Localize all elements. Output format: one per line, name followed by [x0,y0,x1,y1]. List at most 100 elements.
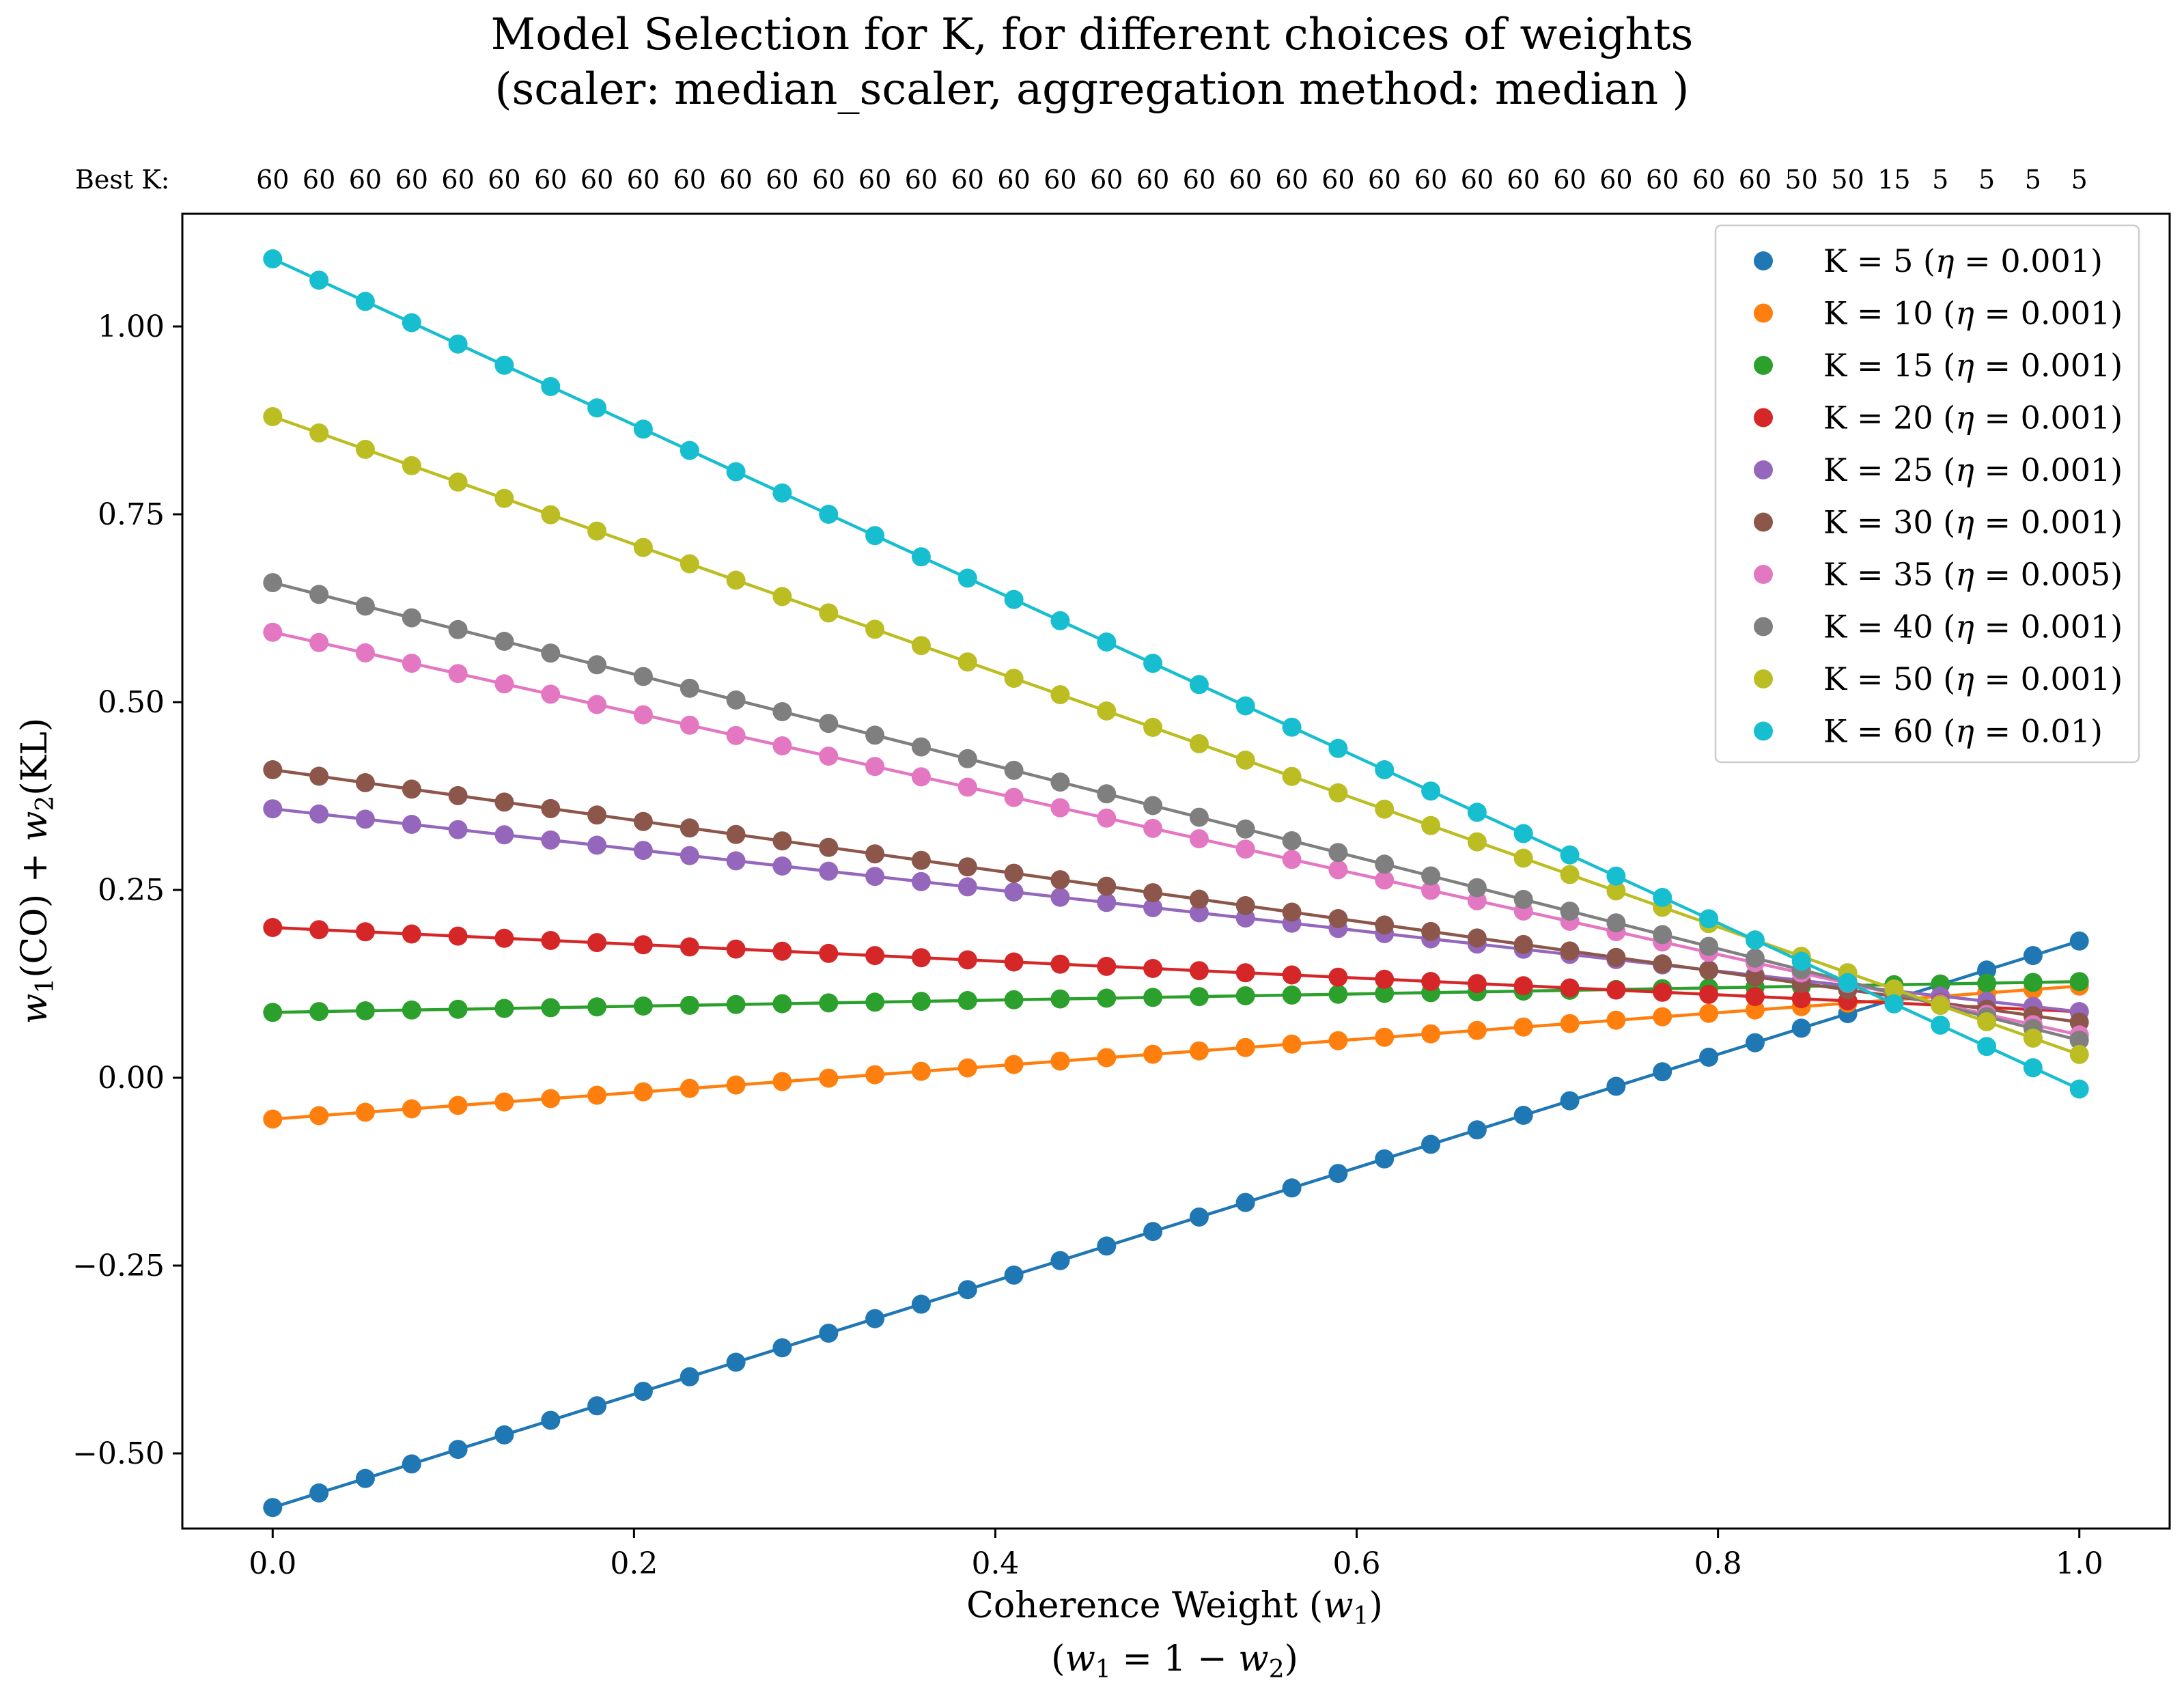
data-point [1513,1106,1533,1125]
data-point [494,1425,514,1445]
data-point [1838,973,1858,992]
legend-label: K = 40 (η = 0.001) [1823,609,2123,645]
data-point [1189,829,1209,849]
series-9 [263,249,2089,1099]
y-axis-label: w1(CO) + w2(KL) [14,718,59,1024]
data-point [1513,1017,1533,1037]
data-point [1699,909,1719,929]
data-point [865,725,885,745]
data-point [1235,1193,1255,1212]
best-k-value: 60 [1553,165,1586,195]
series-layer [263,249,2089,1518]
data-point [1050,887,1070,907]
data-point [1004,589,1024,609]
data-point [633,841,653,861]
data-point [541,1410,561,1430]
data-point [1977,1012,1997,1031]
data-point [1143,883,1163,903]
data-point [1189,734,1209,753]
legend-marker [1754,617,1773,637]
data-point [633,705,653,725]
data-point [355,1468,375,1488]
data-point [587,1396,607,1416]
data-point [1699,1003,1719,1023]
data-point [1097,1236,1117,1256]
data-point [1421,972,1441,991]
data-point [911,948,931,968]
data-point [1189,675,1209,695]
data-point [726,690,746,710]
series-line [272,979,2080,1014]
data-point [541,684,561,704]
data-point [309,766,329,786]
data-point [633,538,653,557]
data-point [819,747,839,766]
data-point [494,825,514,845]
data-point [957,950,977,970]
best-k-value: 60 [303,165,335,195]
best-k-value: 50 [1785,165,1818,195]
data-point [1606,980,1626,1000]
series-line [272,939,2080,1509]
data-point [448,619,468,639]
data-point [1375,969,1395,989]
data-point [1282,717,1302,737]
data-point [1699,936,1719,956]
best-k-value: 60 [349,165,382,195]
data-point [865,946,885,966]
data-point [402,313,421,333]
chart-title-line-2: (scaler: median_scaler, aggregation meth… [494,64,1689,115]
data-point [1328,1164,1348,1184]
data-point [1004,882,1024,902]
data-point [1375,760,1395,779]
data-point [1004,952,1024,972]
series-line [272,768,2080,1024]
data-point [1421,1024,1441,1044]
data-point [541,377,561,396]
data-point [819,943,839,963]
data-point [1560,845,1580,865]
data-point [726,570,746,590]
data-point [1421,781,1441,801]
data-point [1328,909,1348,928]
data-point [263,573,283,593]
plot-frame [181,212,2171,1530]
data-point [2069,931,2089,951]
data-point [865,1065,885,1085]
data-point [1050,870,1070,890]
data-point [1328,783,1348,803]
data-point [1143,897,1163,917]
legend-label: K = 15 (η = 0.001) [1823,347,2123,384]
data-point [1189,807,1209,827]
data-point [865,1309,885,1328]
data-point [587,933,607,953]
best-k-value: 5 [2025,165,2041,195]
data-point [402,1454,421,1474]
data-point [1328,984,1348,1004]
data-point [911,767,931,787]
data-point [1375,799,1395,819]
data-point [1467,803,1487,822]
data-point [1189,1207,1209,1227]
best-k-value: 60 [997,165,1030,195]
best-k-value: 50 [1831,165,1864,195]
data-point [263,1109,283,1129]
legend-marker [1754,669,1773,688]
data-point [1560,902,1580,921]
data-point [865,844,885,864]
data-point [633,811,653,831]
data-point [865,867,885,887]
data-point [1189,987,1209,1007]
chart-title-line-1: Model Selection for K, for different cho… [491,10,1694,60]
data-point [1606,1010,1626,1030]
best-k-value: 60 [1044,165,1076,195]
data-point [772,856,792,876]
data-point [2023,1058,2043,1078]
data-point [911,636,931,656]
data-point [309,1002,329,1022]
data-point [680,441,699,460]
data-point [587,997,607,1017]
data-point [263,918,283,937]
best-k-value: 60 [1183,165,1216,195]
data-point [402,654,421,673]
